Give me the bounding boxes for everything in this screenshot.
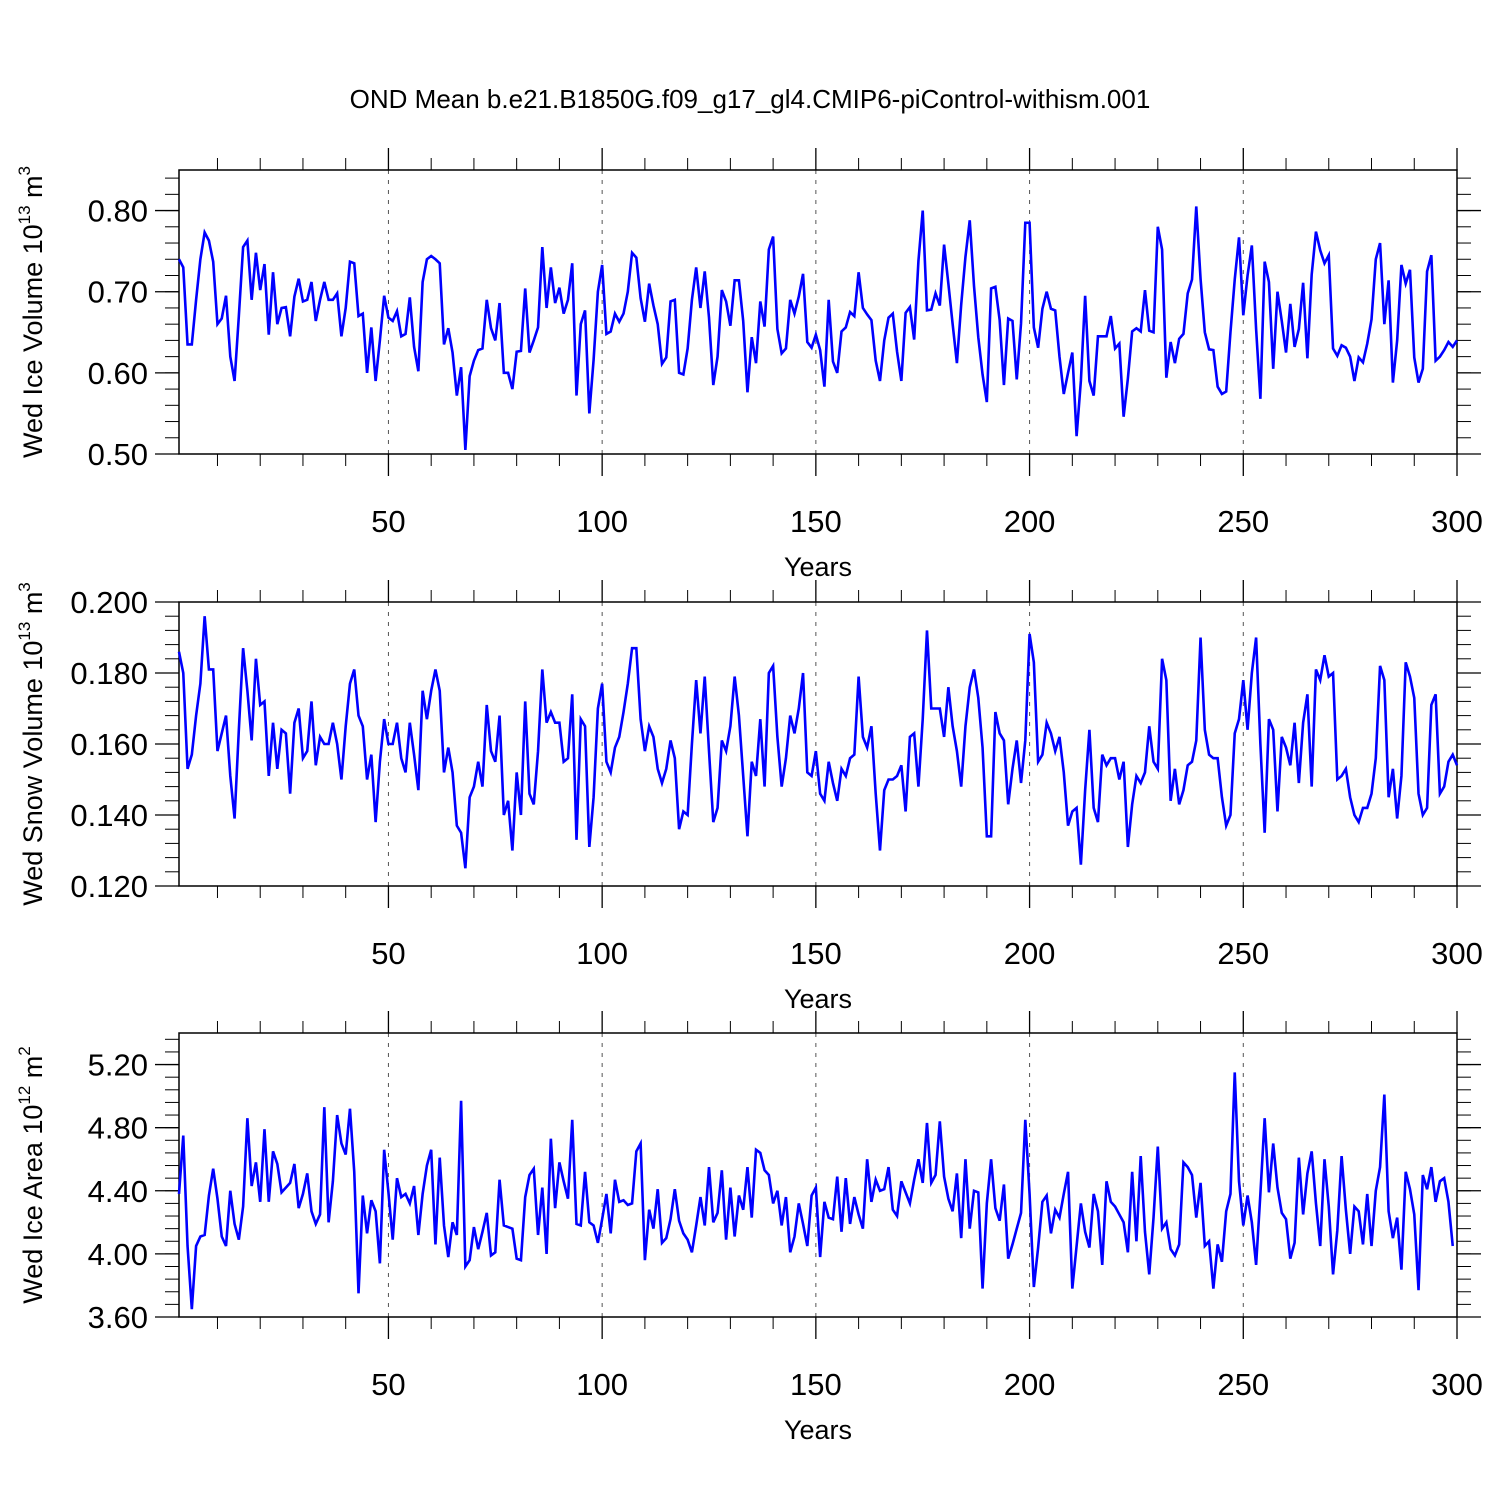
y-axis-label-exponent: 13: [15, 205, 34, 224]
y-tick-label: 3.60: [88, 1300, 148, 1335]
y-tick-label: 0.80: [88, 194, 148, 229]
plot-frame: [178, 601, 1458, 887]
y-tick-label: 4.80: [88, 1111, 148, 1146]
y-tick-label: 0.120: [70, 869, 148, 904]
y-tick-label: 4.00: [88, 1237, 148, 1272]
series-line: [177, 206, 1459, 451]
y-axis-label-unit-exponent: 3: [15, 166, 34, 175]
series-line: [177, 1072, 1455, 1310]
y-axis-label-main: Wed Snow Volume 10: [18, 641, 48, 906]
y-tick-label: 0.200: [70, 585, 148, 620]
y-tick-label: 0.160: [70, 727, 148, 762]
y-axis-label-unit-exponent: 2: [15, 1046, 34, 1055]
x-tick-label: 200: [1004, 504, 1056, 539]
y-axis-label-unit: m: [18, 1056, 48, 1086]
x-tick-label: 100: [576, 504, 628, 539]
x-tick-label: 250: [1217, 504, 1269, 539]
x-tick-label: 200: [1004, 1367, 1056, 1402]
y-tick-label: 0.70: [88, 275, 148, 310]
y-axis-label: Wed Ice Area 1012 m2: [15, 1046, 48, 1304]
x-tick-label: 50: [371, 504, 405, 539]
y-tick-label: 0.50: [88, 437, 148, 472]
x-tick-label: 250: [1217, 936, 1269, 971]
x-axis-label: Years: [784, 984, 852, 1014]
y-axis-label-unit-exponent: 3: [15, 582, 34, 591]
x-tick-label: 300: [1431, 1367, 1483, 1402]
y-tick-label: 0.60: [88, 356, 148, 391]
x-tick-label: 150: [790, 504, 842, 539]
x-tick-label: 300: [1431, 936, 1483, 971]
x-tick-label: 200: [1004, 936, 1056, 971]
plot-frame: [178, 169, 1458, 455]
panel-3: 3.60 4.00 4.40 4.80 5.20 50 100 150 200 250 300 Yea…: [15, 1011, 1483, 1445]
y-axis-label: Wed Snow Volume 1013 m3: [15, 582, 48, 906]
x-tick-label: 150: [790, 1367, 842, 1402]
x-tick-label: 100: [576, 1367, 628, 1402]
x-tick-label: 100: [576, 936, 628, 971]
x-axis-label: Years: [784, 1415, 852, 1445]
y-axis-label-main: Wed Ice Area 10: [18, 1105, 48, 1304]
x-tick-label: 50: [371, 1367, 405, 1402]
y-axis-label-unit: m: [18, 592, 48, 622]
y-axis-label-main: Wed Ice Volume 10: [18, 224, 48, 458]
x-tick-label: 250: [1217, 1367, 1269, 1402]
y-axis-label-unit: m: [18, 175, 48, 205]
y-tick-label: 0.140: [70, 798, 148, 833]
y-tick-label: 0.180: [70, 656, 148, 691]
y-axis-label: Wed Ice Volume 1013 m3: [15, 166, 48, 458]
y-tick-label: 5.20: [88, 1048, 148, 1083]
x-tick-label: 50: [371, 936, 405, 971]
series-line: [177, 616, 1459, 869]
y-tick-label: 4.40: [88, 1174, 148, 1209]
chart-title: OND Mean b.e21.B1850G.f09_g17_gl4.CMIP6-…: [350, 84, 1151, 114]
panel-1: 0.50 0.60 0.70 0.80 50 100 150 200 250 300 Years We…: [15, 148, 1483, 582]
x-tick-label: 300: [1431, 504, 1483, 539]
panel-2: 0.120 0.140 0.160 0.180 0.200 50 100 150 200 250 3…: [15, 580, 1483, 1014]
x-axis-label: Years: [784, 552, 852, 582]
plot-frame: [178, 1032, 1458, 1318]
x-tick-label: 150: [790, 936, 842, 971]
y-axis-label-exponent: 13: [15, 622, 34, 641]
y-axis-label-exponent: 12: [15, 1086, 34, 1105]
